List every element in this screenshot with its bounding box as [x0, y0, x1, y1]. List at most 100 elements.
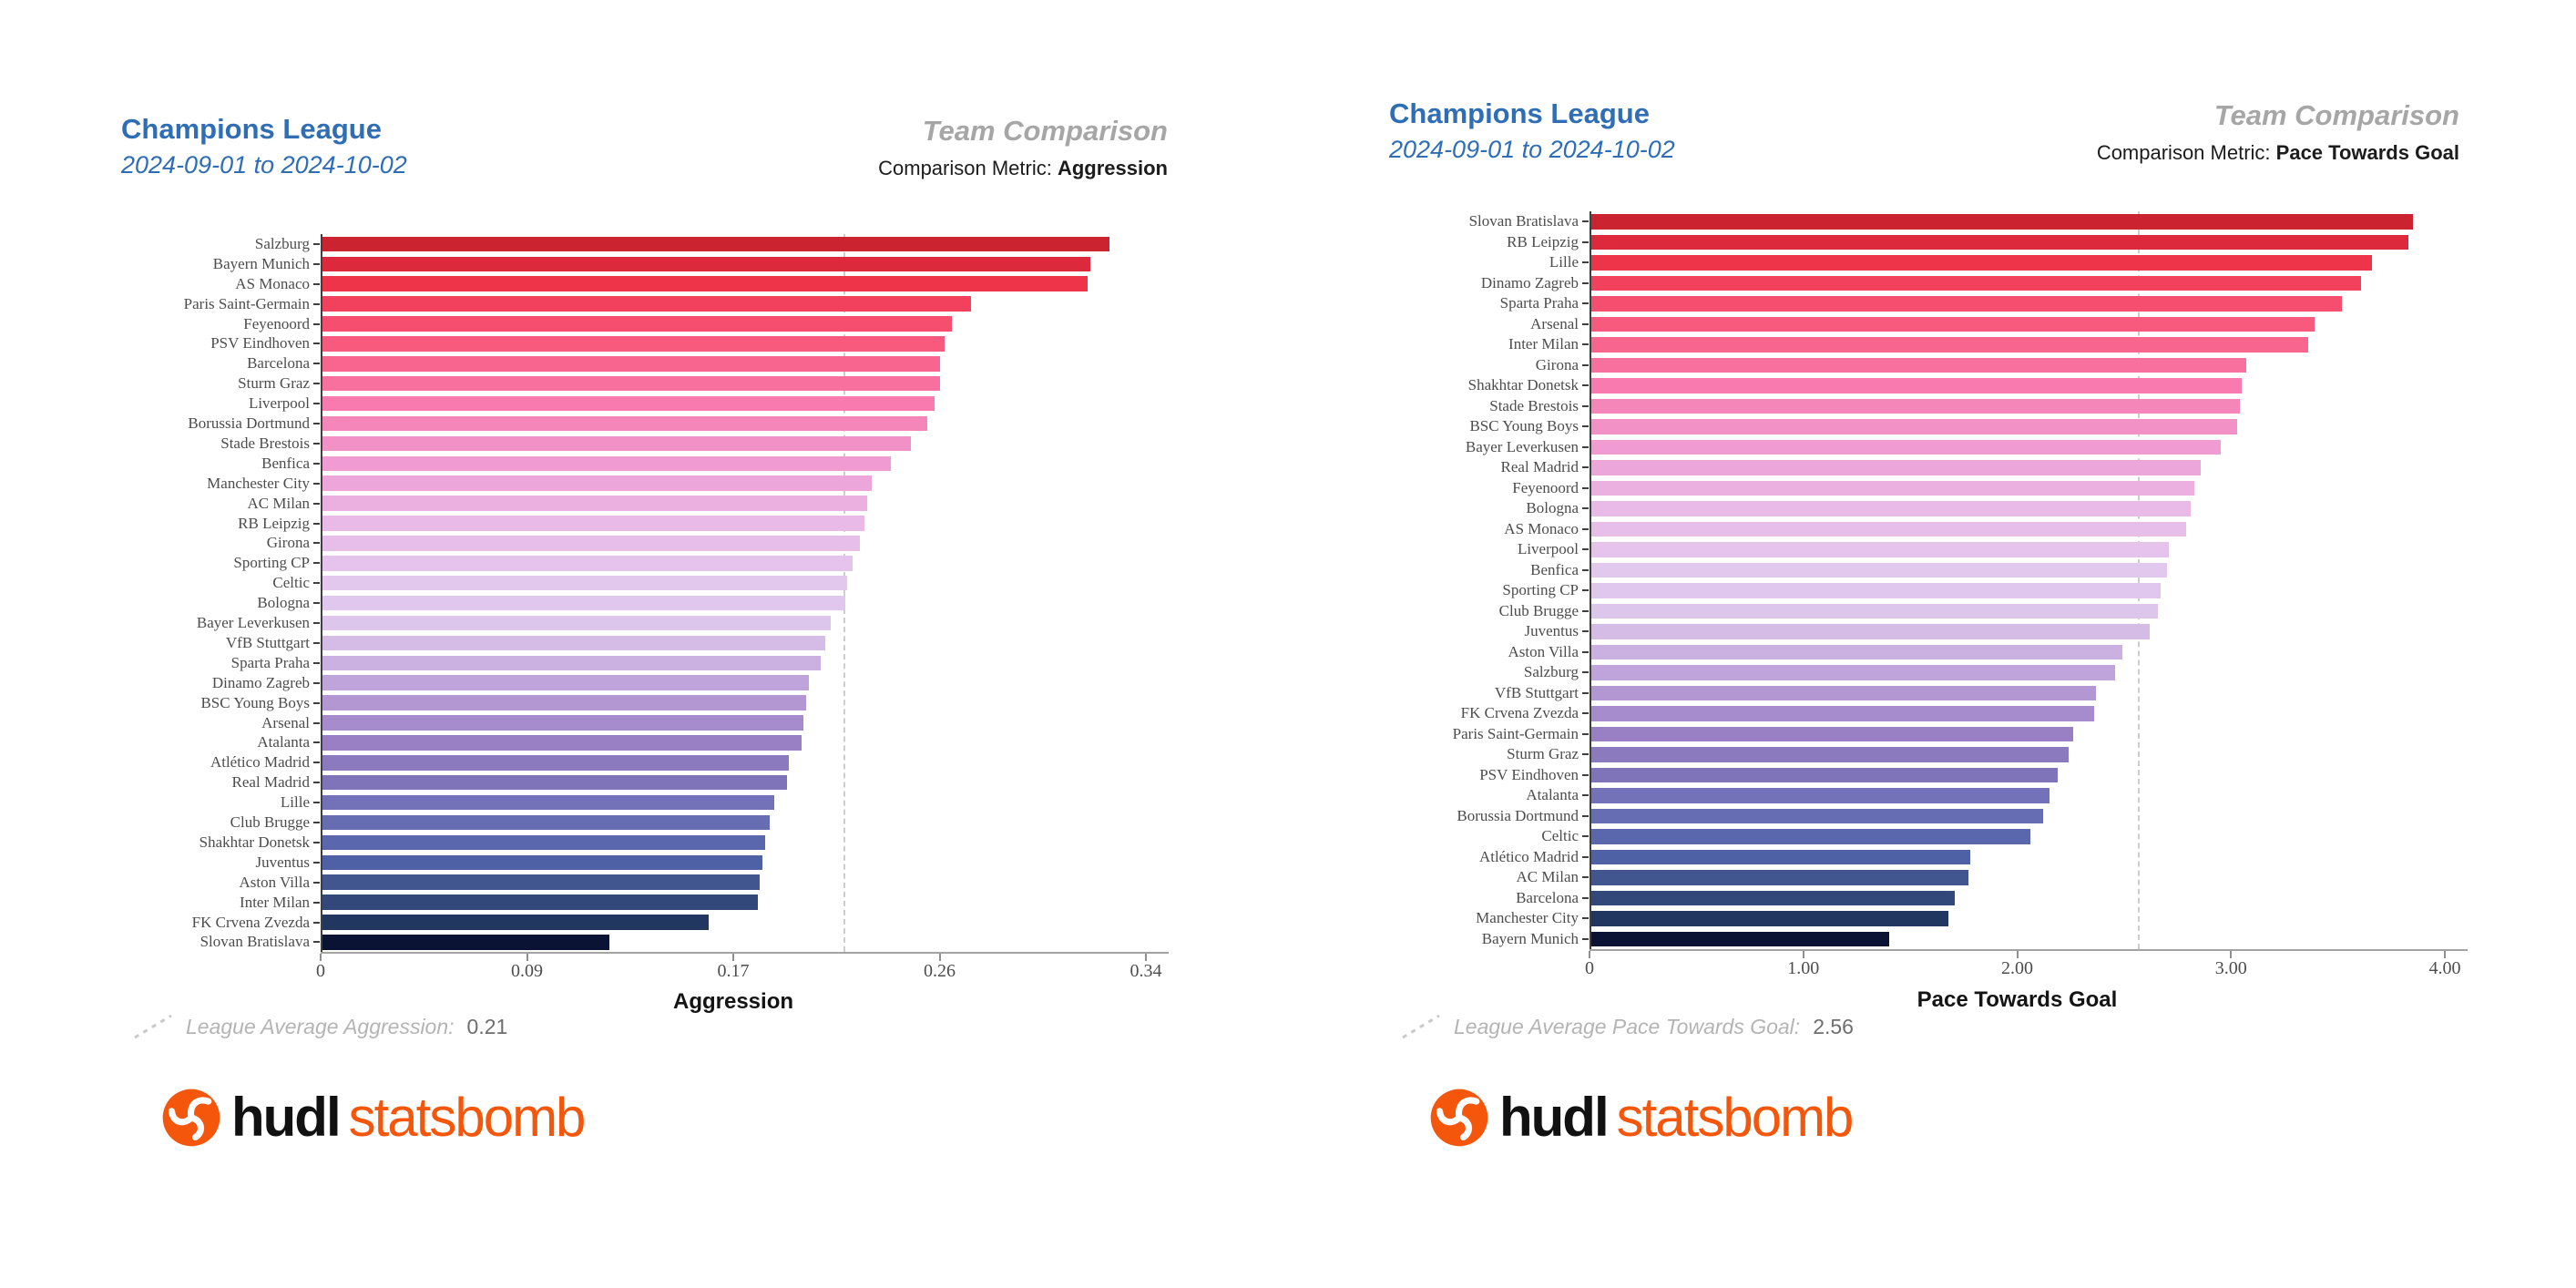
team-label: Atalanta [1526, 786, 1579, 804]
bar-row: Salzburg [255, 234, 1146, 254]
bar-row: Celtic [1541, 826, 2445, 847]
bar-row: Juventus [1525, 621, 2445, 642]
bar-row: Borussia Dortmund [188, 414, 1146, 434]
date-range: 2024-09-01 to 2024-10-02 [121, 151, 407, 179]
bar-row: Borussia Dortmund [1457, 806, 2445, 827]
y-axis-tick [313, 322, 320, 325]
y-axis-tick [313, 721, 320, 724]
y-axis-tick [313, 342, 320, 345]
team-label: Inter Milan [240, 893, 310, 911]
bar-row: Celtic [272, 573, 1146, 593]
team-label: FK Crvena Zvezda [1460, 704, 1579, 722]
bar-row: Paris Saint-Germain [184, 294, 1146, 314]
bar [1591, 398, 2240, 414]
legend-value: 0.21 [466, 1014, 508, 1038]
y-axis-tick [1582, 917, 1589, 920]
dashed-line-icon [1402, 1014, 1440, 1039]
hudl-statsbomb-logo: hudl statsbomb [1428, 1086, 1854, 1149]
bar [322, 375, 940, 392]
team-label: Real Madrid [231, 773, 310, 792]
x-axis-tick [938, 954, 941, 962]
y-axis-tick [313, 423, 320, 425]
team-label: Liverpool [1517, 540, 1579, 558]
x-axis-tick [1145, 954, 1147, 962]
team-label: RB Leipzig [1507, 232, 1579, 250]
team-label: Bayern Munich [1481, 929, 1579, 947]
bar-row: AS Monaco [235, 274, 1146, 294]
bar-row: PSV Eindhoven [1479, 765, 2445, 786]
bar-row: Sporting CP [1502, 580, 2445, 601]
bar [1591, 931, 1889, 946]
bar-row: AS Monaco [1504, 519, 2445, 540]
y-axis-tick [313, 622, 320, 625]
y-axis-tick [313, 542, 320, 545]
bar-row: Bologna [257, 593, 1146, 613]
team-label: Celtic [1541, 827, 1579, 845]
bar [322, 874, 761, 890]
x-tick-label: 0 [1585, 958, 1594, 978]
bar-row: FK Crvena Zvezda [192, 913, 1146, 933]
y-axis-tick [313, 762, 320, 764]
team-label: Sparta Praha [1499, 294, 1579, 312]
team-label: Sporting CP [1502, 581, 1579, 599]
team-label: Bologna [257, 594, 310, 612]
bar [1591, 521, 2186, 537]
team-label: PSV Eindhoven [210, 334, 310, 353]
comparison-metric-name: Pace Towards Goal [2275, 141, 2459, 164]
bar [1591, 234, 2409, 250]
y-axis-tick [1582, 650, 1589, 653]
y-axis-tick [1582, 671, 1589, 674]
logo-text-hudl: hudl [1499, 1087, 1610, 1148]
y-axis-tick [313, 681, 320, 684]
bar [322, 236, 1110, 252]
y-axis-tick [1582, 220, 1589, 223]
team-label: Slovan Bratislava [1468, 212, 1579, 230]
bar [1591, 911, 1949, 926]
team-label: Benfica [261, 454, 310, 472]
legend-label: League Average Aggression: [186, 1014, 455, 1038]
bar-row: Feyenoord [1512, 478, 2445, 499]
team-label: AC Milan [247, 494, 310, 512]
team-label: Lille [280, 793, 310, 812]
team-label: Bayern Munich [212, 254, 310, 272]
y-axis-tick [1582, 425, 1589, 428]
x-axis-line [321, 952, 1169, 955]
bar [322, 455, 892, 472]
bar-row: VfB Stuttgart [1495, 683, 2445, 704]
x-axis-tick [2016, 951, 2019, 958]
y-axis-tick [1582, 609, 1589, 612]
bar [322, 834, 765, 851]
bar [1591, 829, 2030, 844]
average-line [2138, 211, 2141, 949]
bar [1591, 419, 2238, 434]
y-axis-tick [1582, 814, 1589, 817]
team-label: FK Crvena Zvezda [191, 913, 310, 931]
y-axis-tick [313, 442, 320, 445]
y-axis-tick [1582, 261, 1589, 264]
bar-row: Club Brugge [1499, 601, 2445, 622]
bar-row: Bayern Munich [1482, 929, 2445, 950]
bar-row: Atlético Madrid [210, 752, 1146, 772]
bar [322, 915, 710, 930]
bar-row: Atalanta [257, 733, 1146, 753]
page-title: Champions League [121, 113, 382, 145]
x-tick-label: 0.17 [717, 961, 750, 981]
y-axis-tick [1582, 302, 1589, 305]
bar [1591, 603, 2159, 618]
bar-row: RB Leipzig [238, 514, 1146, 534]
comparison-metric: Comparison Metric: Pace Towards Goal [1822, 141, 2459, 165]
bar [1591, 583, 2161, 598]
bar [322, 935, 610, 950]
bar [1591, 685, 2097, 700]
team-label: Atalanta [257, 733, 310, 751]
team-label: VfB Stuttgart [1494, 683, 1579, 701]
y-axis-tick [313, 262, 320, 265]
team-label: Bayer Leverkusen [196, 614, 310, 632]
bar [322, 774, 787, 791]
y-axis-tick [1582, 896, 1589, 899]
x-axis-title: Aggression [672, 989, 794, 1014]
bar [322, 316, 952, 332]
bar-row: Sparta Praha [1500, 293, 2445, 314]
bar [1591, 849, 1970, 864]
bar [1591, 296, 2343, 312]
